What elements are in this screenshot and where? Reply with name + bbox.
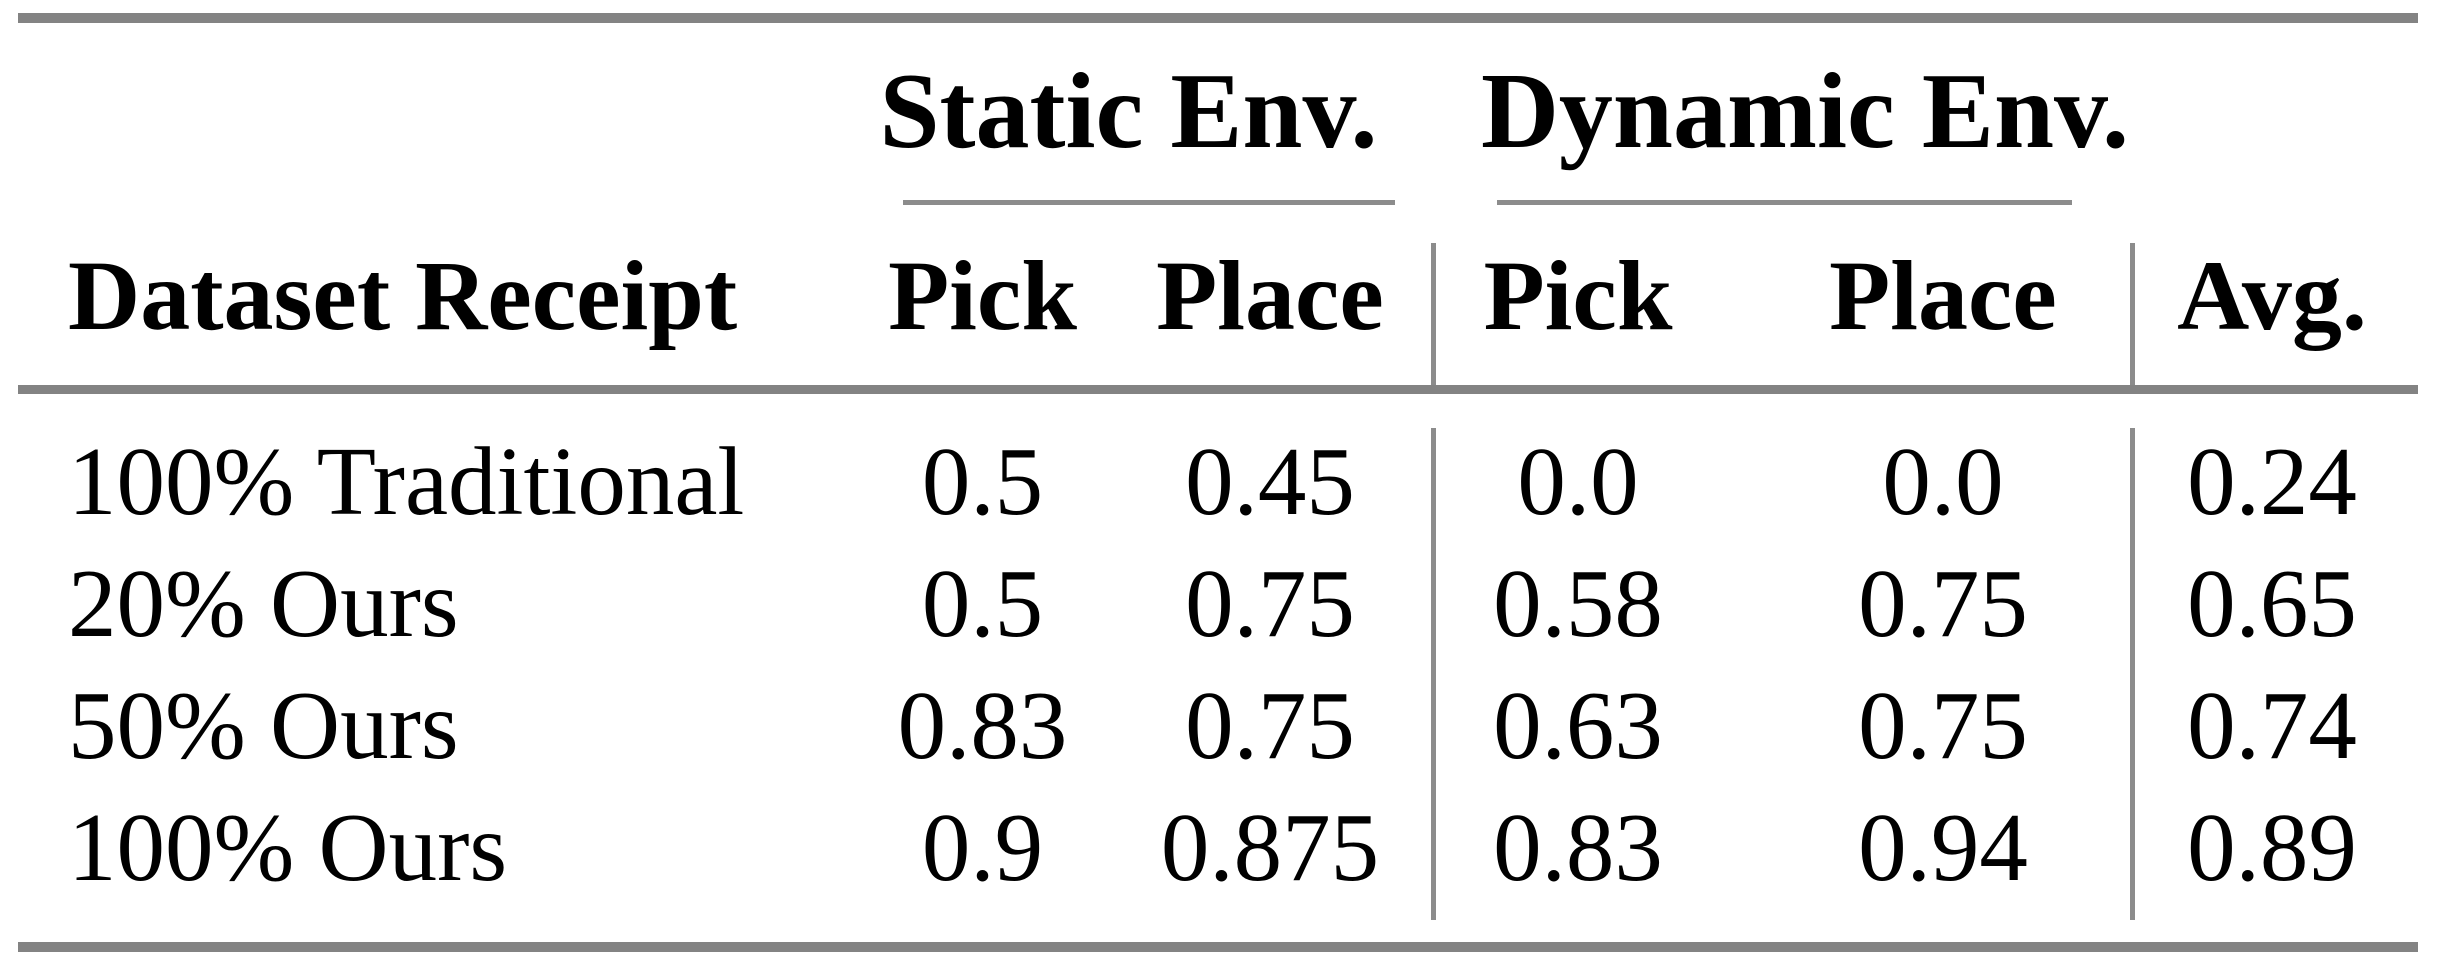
cell-avg: 0.24 xyxy=(2187,428,2357,535)
header-midrule xyxy=(18,385,2418,394)
row-label: 100% Traditional xyxy=(68,428,745,535)
static-place-column-header: Place xyxy=(1156,240,1384,351)
table-row: 50% Ours 0.83 0.75 0.63 0.75 0.74 xyxy=(18,665,2422,787)
dynamic-env-group-header: Dynamic Env. xyxy=(1480,52,2130,171)
column-header-row: Dataset Receipt Pick Place Pick Place Av… xyxy=(18,240,2422,352)
cell-dynamic-pick: 0.63 xyxy=(1493,672,1663,779)
cell-static-pick: 0.5 xyxy=(921,550,1044,657)
cell-static-place: 0.45 xyxy=(1185,428,1355,535)
row-label: 50% Ours xyxy=(68,672,459,779)
dynamic-pick-column-header: Pick xyxy=(1483,240,1673,351)
dynamic-env-cmidrule xyxy=(1497,200,2072,205)
cell-dynamic-pick: 0.58 xyxy=(1493,550,1663,657)
static-env-cmidrule xyxy=(903,200,1395,205)
bottom-rule xyxy=(18,942,2418,952)
cell-dynamic-place: 0.75 xyxy=(1858,672,2028,779)
cell-static-pick: 0.83 xyxy=(897,672,1068,779)
group-header-row: Static Env. Dynamic Env. xyxy=(0,48,2440,176)
cell-avg: 0.89 xyxy=(2187,794,2357,901)
cell-static-pick: 0.9 xyxy=(921,794,1044,901)
avg-column-header: Avg. xyxy=(2177,240,2367,351)
dynamic-avg-divider-header xyxy=(2130,243,2135,385)
dynamic-place-column-header: Place xyxy=(1829,240,2057,351)
cell-static-place: 0.875 xyxy=(1160,794,1380,901)
cell-dynamic-pick: 0.83 xyxy=(1493,794,1663,901)
top-rule xyxy=(18,13,2418,23)
cell-dynamic-place: 0.75 xyxy=(1858,550,2028,657)
cell-dynamic-pick: 0.0 xyxy=(1517,428,1639,535)
cell-static-place: 0.75 xyxy=(1185,550,1355,657)
cell-dynamic-place: 0.0 xyxy=(1882,428,2004,535)
cell-dynamic-place: 0.94 xyxy=(1858,794,2028,901)
dynamic-avg-divider-body xyxy=(2130,428,2135,920)
cell-static-place: 0.75 xyxy=(1185,672,1355,779)
static-dynamic-divider-body xyxy=(1431,428,1436,920)
corner-header-dataset-receipt: Dataset Receipt xyxy=(68,240,738,351)
table-row: 100% Ours 0.9 0.875 0.83 0.94 0.89 xyxy=(18,787,2422,909)
static-dynamic-divider-header xyxy=(1431,243,1436,385)
cell-avg: 0.65 xyxy=(2187,550,2357,657)
row-label: 100% Ours xyxy=(68,794,508,901)
cell-static-pick: 0.5 xyxy=(921,428,1044,535)
static-env-group-header: Static Env. xyxy=(879,52,1378,171)
table-body: 100% Traditional 0.5 0.45 0.0 0.0 0.24 2… xyxy=(18,421,2422,909)
row-label: 20% Ours xyxy=(68,550,459,657)
static-pick-column-header: Pick xyxy=(888,240,1077,351)
cell-avg: 0.74 xyxy=(2187,672,2357,779)
table-row: 100% Traditional 0.5 0.45 0.0 0.0 0.24 xyxy=(18,421,2422,543)
table-row: 20% Ours 0.5 0.75 0.58 0.75 0.65 xyxy=(18,543,2422,665)
